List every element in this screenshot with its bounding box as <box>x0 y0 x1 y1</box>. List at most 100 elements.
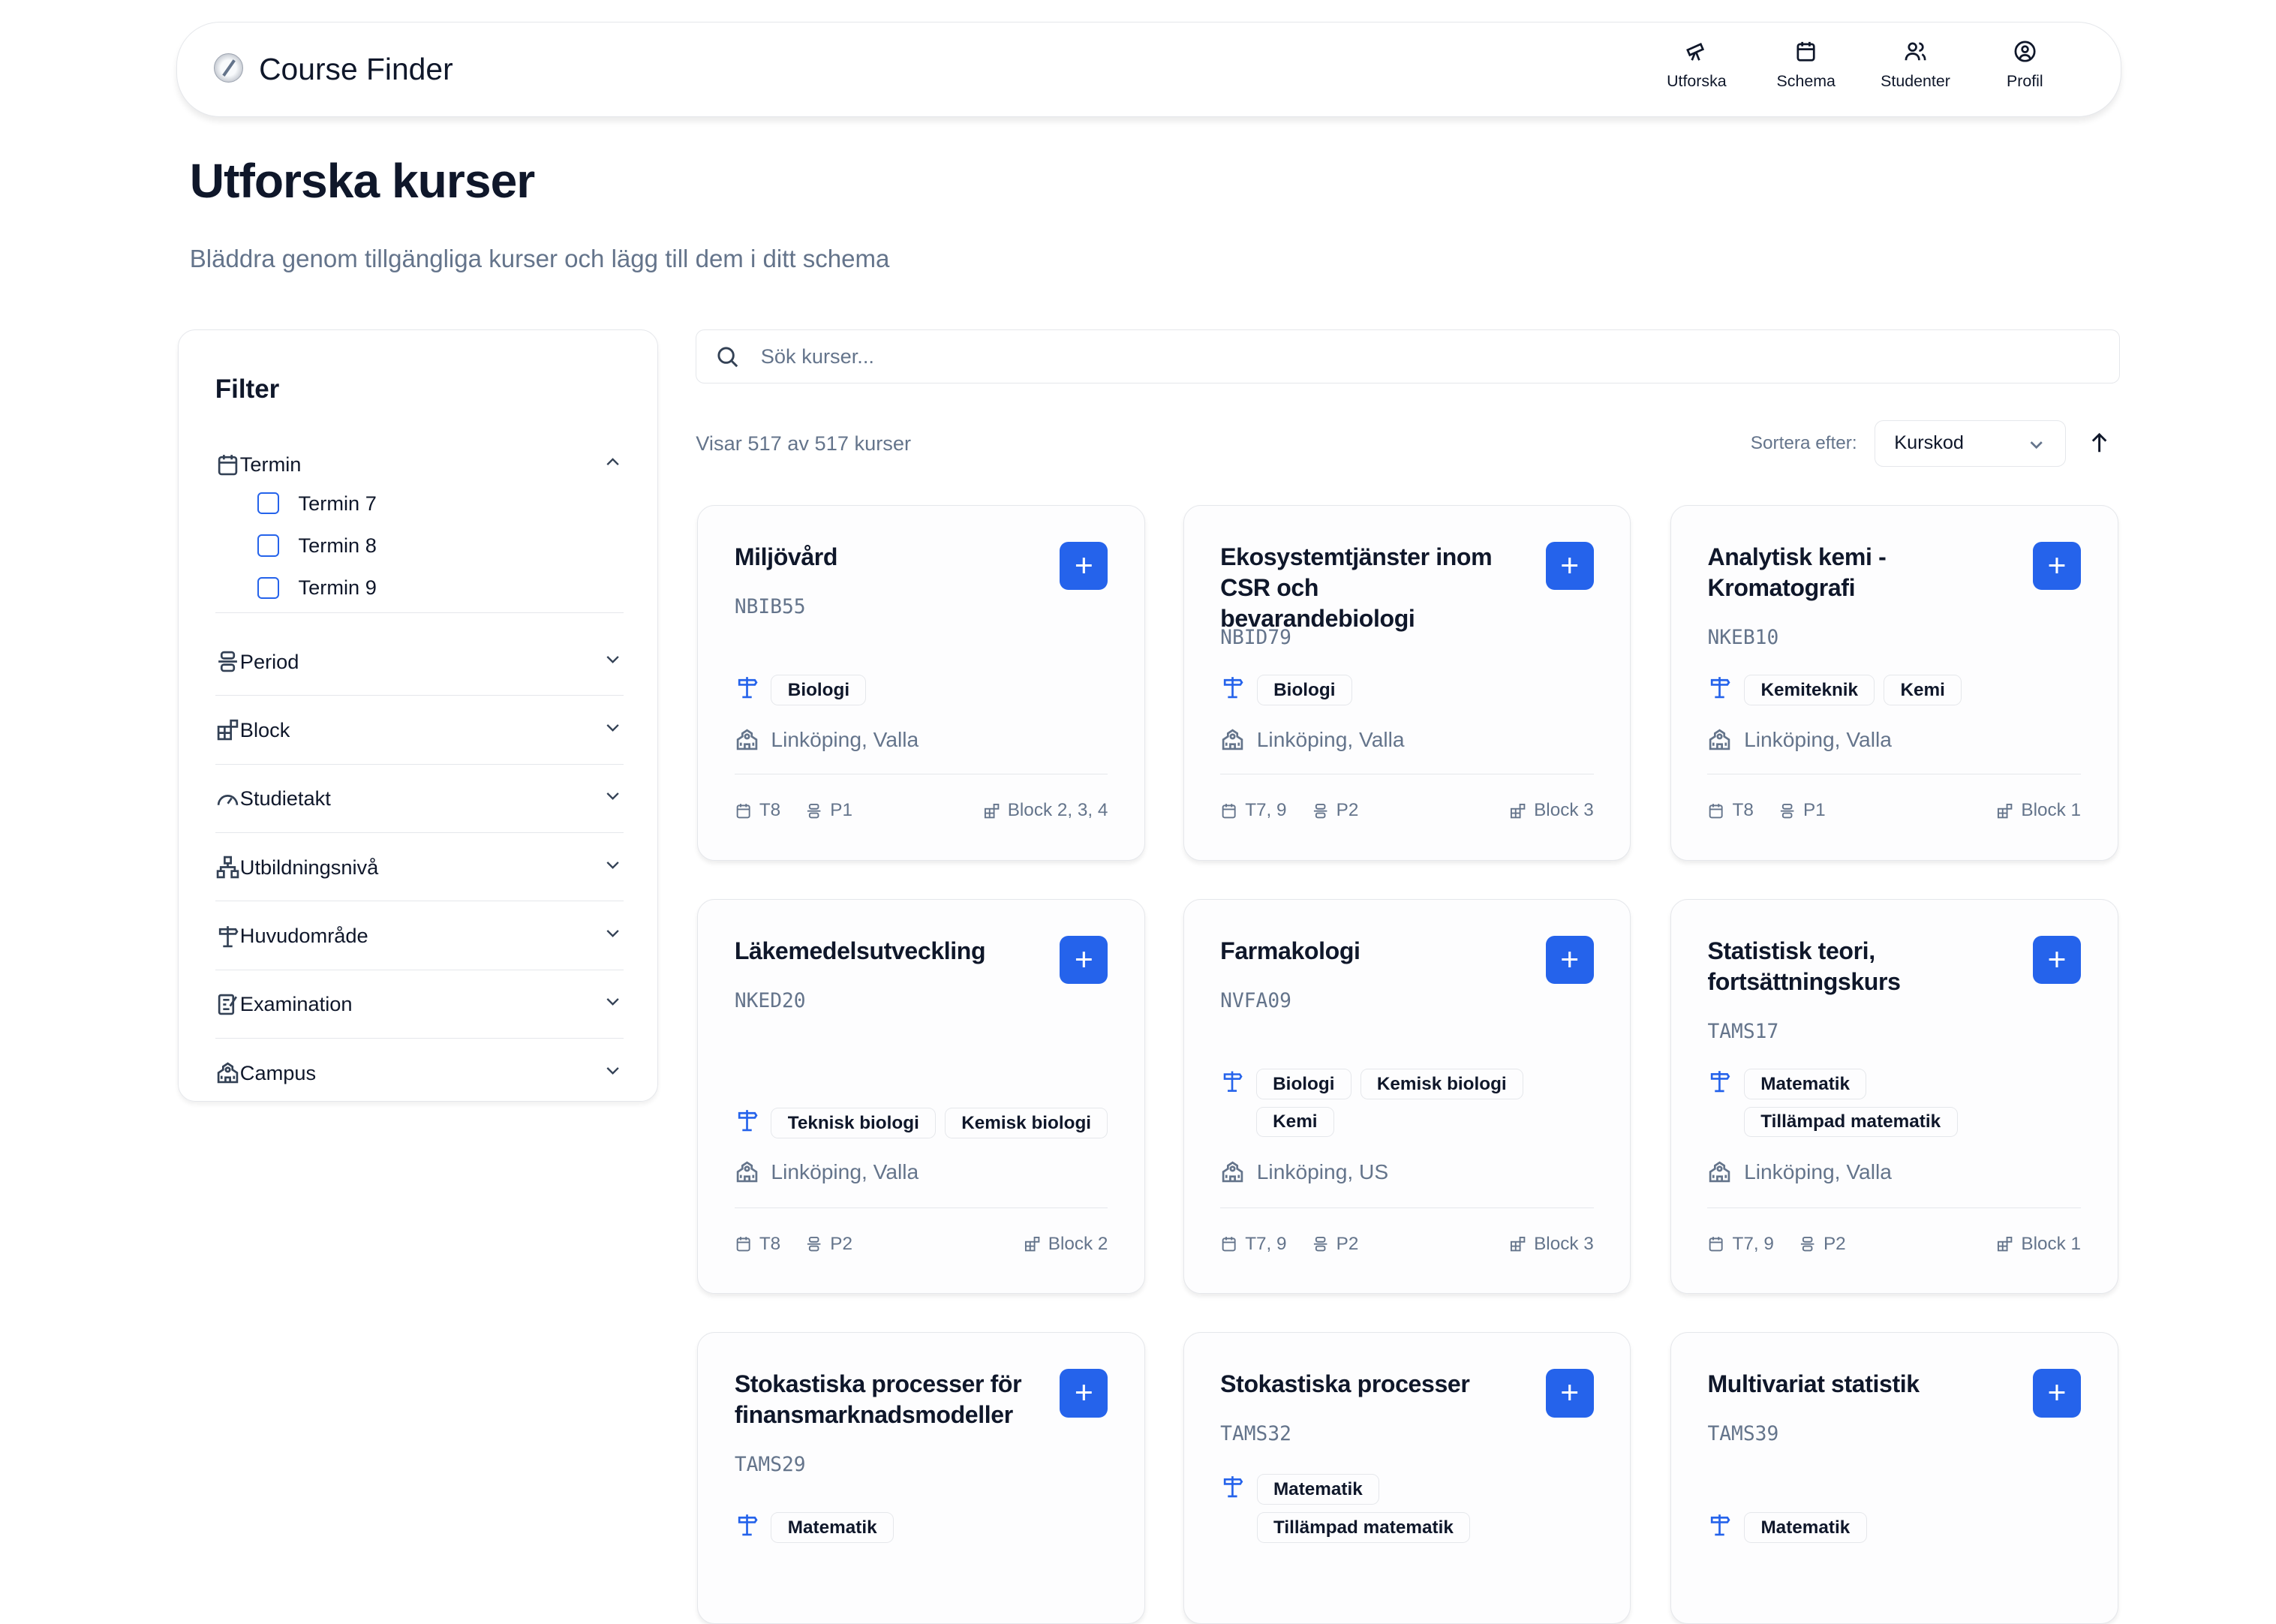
course-card[interactable]: Ekosystemtjänster inom CSR och bevarande… <box>1183 504 1631 861</box>
period: P1 <box>1802 800 1826 821</box>
compass-icon <box>213 53 243 83</box>
filter-toggle[interactable]: Termin <box>215 447 624 483</box>
add-course-button[interactable]: + <box>1060 936 1108 985</box>
course-meta: T8 P1 Block 1 <box>1707 800 2081 821</box>
course-meta: T7, 9 P2 Block 3 <box>1220 800 1594 821</box>
subject-tag: Teknisk biologi <box>771 1108 937 1139</box>
gauge-icon <box>217 794 239 805</box>
filter-section-4: Utbildningsnivå <box>215 850 624 885</box>
add-course-button[interactable]: + <box>2032 1369 2082 1418</box>
signpost-icon <box>738 1110 758 1132</box>
subject-row: Matematik Tillämpad matematik <box>1220 1474 1599 1543</box>
divider <box>1220 1207 1594 1208</box>
course-code: TAMS39 <box>1707 1423 1779 1446</box>
subject-row: Matematik <box>735 1511 1114 1543</box>
search-box[interactable] <box>696 329 2120 384</box>
nav-label: Schema <box>1776 72 1836 91</box>
filter-option-label: Termin 9 <box>298 576 377 600</box>
add-course-button[interactable]: + <box>1060 1369 1108 1418</box>
course-card[interactable]: Statistisk teori, fortsättningskurs + TA… <box>1670 898 2118 1295</box>
filter-option[interactable]: Termin 7 <box>257 483 624 525</box>
filter-toggle[interactable]: Studietakt <box>215 781 624 817</box>
filter-option[interactable]: Termin 8 <box>257 525 624 567</box>
calendar-icon <box>1222 803 1236 818</box>
checkbox[interactable] <box>257 492 280 515</box>
add-course-button[interactable]: + <box>2032 542 2082 591</box>
chevron-up-icon <box>606 458 619 466</box>
course-meta: T7, 9 P2 Block 3 <box>1220 1234 1594 1255</box>
course-card[interactable]: Stokastiska processer för finansmarknads… <box>697 1331 1146 1624</box>
search-input[interactable] <box>757 343 2119 371</box>
campus: Linköping, US <box>1220 1159 1388 1184</box>
campus: Linköping, Valla <box>735 727 919 752</box>
school-icon <box>736 729 758 750</box>
school-icon <box>736 1161 758 1182</box>
term: T8 <box>759 1233 781 1254</box>
course-title: Läkemedelsutveckling <box>734 937 986 965</box>
nav-schema[interactable]: Schema <box>1751 38 1861 92</box>
subject-tag: Tillämpad matematik <box>1743 1106 1958 1138</box>
filter-panel: Filter Termin Termin 7 Termin 8 Termin 9 P… <box>178 329 658 1102</box>
campus: Linköping, Valla <box>1707 727 1892 752</box>
nav-utforska[interactable]: Utforska <box>1642 38 1751 92</box>
signpost-icon <box>1711 677 1730 699</box>
chevron-down-icon <box>2030 441 2043 450</box>
course-card[interactable]: Analytisk kemi - Kromatografi + NKEB10 Ke… <box>1670 504 2118 861</box>
course-card[interactable]: Miljövård + NBIB55 Biologi Linköping, Vall… <box>697 504 1146 861</box>
filter-toggle[interactable]: Block <box>215 713 624 748</box>
course-card[interactable]: Läkemedelsutveckling + NKED20 Teknisk bio… <box>697 898 1146 1295</box>
period: P2 <box>1823 1233 1846 1254</box>
course-card[interactable]: Multivariat statistik + TAMS39 Matematik <box>1670 1331 2118 1624</box>
search-icon <box>717 347 738 367</box>
course-title: Ekosystemtjänster inom CSR och bevarande… <box>1220 543 1493 632</box>
blocks-icon <box>1511 1236 1526 1252</box>
school-icon <box>1222 1161 1243 1182</box>
campus: Linköping, Valla <box>1220 727 1405 752</box>
course-title: Statistisk teori, fortsättningskurs <box>1707 937 1901 995</box>
period: P2 <box>1336 800 1359 821</box>
subject-tag: Matematik <box>1256 1474 1380 1505</box>
divider <box>734 1207 1108 1208</box>
filter-section-6: Examination <box>215 987 624 1022</box>
filter-toggle[interactable]: Examination <box>215 987 624 1022</box>
exam-icon <box>218 994 237 1015</box>
nav-studenter[interactable]: Studenter <box>1861 38 1971 92</box>
course-code: TAMS17 <box>1707 1020 1779 1043</box>
app-title[interactable]: Course Finder <box>259 52 453 87</box>
filter-toggle[interactable]: Huvudområde <box>215 919 624 954</box>
blocks-icon <box>1024 1236 1040 1252</box>
block: Block 1 <box>2021 800 2082 821</box>
filter-toggle[interactable]: Campus <box>215 1056 624 1091</box>
course-card[interactable]: Farmakologi + NVFA09 Biologi Kemisk biolog… <box>1183 898 1631 1295</box>
filter-option-label: Termin 8 <box>298 534 377 558</box>
signpost-icon <box>738 677 758 699</box>
calendar-icon <box>1709 803 1724 818</box>
calendar-icon <box>1709 1237 1724 1252</box>
page-title: Utforska kurser <box>189 154 536 209</box>
block: Block 1 <box>2021 1233 2082 1254</box>
course-card[interactable]: Stokastiska processer + TAMS32 Matematik T… <box>1183 1331 1631 1624</box>
filter-toggle[interactable]: Utbildningsnivå <box>215 850 624 885</box>
checkbox[interactable] <box>257 534 280 557</box>
filter-section-label: Examination <box>239 992 353 1016</box>
filter-section-label: Huvudområde <box>239 924 368 948</box>
term: T8 <box>1732 800 1754 821</box>
add-course-button[interactable]: + <box>1545 542 1594 591</box>
checkbox[interactable] <box>257 576 280 600</box>
hierarchy-icon <box>216 856 239 879</box>
subject-tag: Biologi <box>1255 1069 1351 1099</box>
add-course-button[interactable]: + <box>1545 936 1594 985</box>
filter-toggle[interactable]: Period <box>215 644 624 679</box>
results-count: Visar 517 av 517 kurser <box>696 432 912 456</box>
sort-direction-arrow-up-icon[interactable] <box>2089 432 2109 455</box>
add-course-button[interactable]: + <box>1545 1369 1594 1418</box>
chevron-down-icon <box>606 930 619 937</box>
add-course-button[interactable]: + <box>1060 542 1108 591</box>
signpost-icon <box>218 925 239 947</box>
add-course-button[interactable]: + <box>2032 936 2082 985</box>
signpost-icon <box>1711 1514 1730 1536</box>
nav-profil[interactable]: Profil <box>1970 38 2079 92</box>
subject-tag: Kemiteknik <box>1744 675 1875 705</box>
sort-select[interactable]: Kurskod <box>1875 420 2066 468</box>
filter-option[interactable]: Termin 9 <box>257 567 624 609</box>
